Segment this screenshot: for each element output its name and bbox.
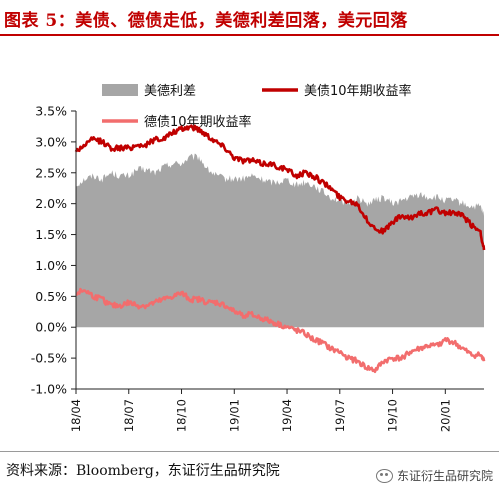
x-tick-label: 19/01 [227, 399, 241, 432]
legend-label-us-yield: 美债10年期收益率 [304, 83, 412, 99]
x-tick-label: 18/10 [175, 399, 189, 432]
plot-series [74, 124, 486, 374]
y-tick-label: 2.0% [35, 196, 67, 211]
y-tick-label: 1.5% [35, 227, 67, 242]
x-tick-label: 19/07 [333, 399, 347, 432]
source-rule [0, 451, 499, 452]
y-tick-label: 3.5% [35, 104, 67, 119]
legend-label-de-yield: 德债10年期收益率 [144, 114, 252, 130]
y-tick-label: -1.0% [31, 382, 67, 397]
wechat-icon [375, 468, 393, 483]
series-area-spread [76, 153, 484, 328]
legend-swatch-spread [102, 84, 138, 96]
x-tick-label: 19/04 [280, 399, 294, 432]
watermark: 东证衍生品研究院 [375, 467, 493, 484]
x-tick-label: 18/04 [69, 399, 83, 432]
x-tick-label: 20/01 [438, 399, 452, 432]
y-tick-label: 0.5% [35, 289, 67, 304]
series-line-de-yield [75, 287, 486, 374]
x-tick-label: 18/07 [122, 399, 136, 432]
x-tick-label: 19/10 [386, 399, 400, 432]
title-rule [0, 34, 499, 36]
legend-label-spread: 美德利差 [144, 84, 196, 99]
legend: 美德利差 美债10年期收益率 德债10年期收益率 [102, 83, 412, 130]
y-tick-label: 3.0% [35, 134, 67, 149]
series-line-us-yield [74, 124, 486, 251]
axes: -1.0% -0.5% 0.0% 0.5% 1.0% 1.5% 2.0% 2.5% 3.0% 3.… [31, 104, 484, 432]
chart: 美德利差 美债10年期收益率 德债10年期收益率 -1.0% -0.5% 0.0% 0… [31, 83, 486, 432]
page-title: 图表 5：美债、德债走低，美德利差回落，美元回落 [4, 11, 408, 31]
source-note: 资料来源：Bloomberg，东证衍生品研究院 [6, 463, 280, 479]
y-tick-label: -0.5% [31, 351, 67, 366]
y-tick-label: 0.0% [35, 320, 67, 335]
y-tick-label: 2.5% [35, 165, 67, 180]
watermark-text: 东证衍生品研究院 [396, 469, 493, 483]
y-tick-label: 1.0% [35, 258, 67, 273]
